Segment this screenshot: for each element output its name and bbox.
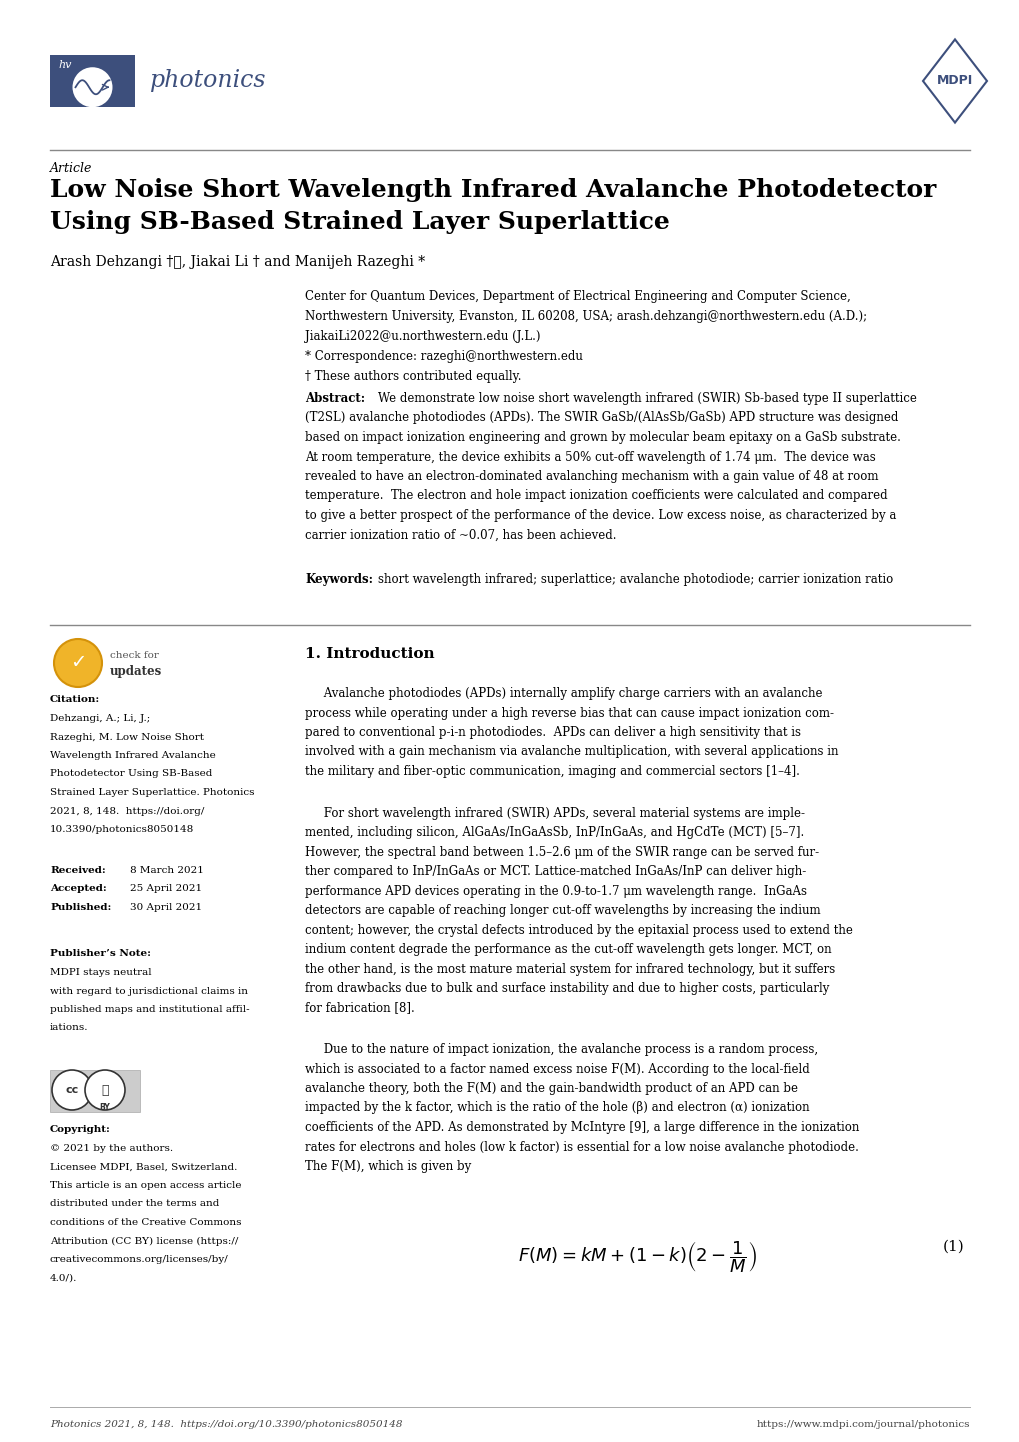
Text: content; however, the crystal defects introduced by the epitaxial process used t: content; however, the crystal defects in… <box>305 923 852 936</box>
Text: Center for Quantum Devices, Department of Electrical Engineering and Computer Sc: Center for Quantum Devices, Department o… <box>305 290 850 303</box>
Text: 10.3390/photonics8050148: 10.3390/photonics8050148 <box>50 825 194 833</box>
Text: ✓: ✓ <box>69 653 86 672</box>
Text: Abstract:: Abstract: <box>305 392 365 405</box>
Text: from drawbacks due to bulk and surface instability and due to higher costs, part: from drawbacks due to bulk and surface i… <box>305 982 828 995</box>
Text: to give a better prospect of the performance of the device. Low excess noise, as: to give a better prospect of the perform… <box>305 509 896 522</box>
Text: check for: check for <box>110 650 159 660</box>
Text: JiakaiLi2022@u.northwestern.edu (J.L.): JiakaiLi2022@u.northwestern.edu (J.L.) <box>305 330 540 343</box>
Text: We demonstrate low noise short wavelength infrared (SWIR) Sb-based type II super: We demonstrate low noise short wavelengt… <box>378 392 916 405</box>
Text: Photonics 2021, 8, 148.  https://doi.org/10.3390/photonics8050148: Photonics 2021, 8, 148. https://doi.org/… <box>50 1420 403 1429</box>
FancyBboxPatch shape <box>50 55 135 107</box>
Text: process while operating under a high reverse bias that can cause impact ionizati: process while operating under a high rev… <box>305 707 834 720</box>
Text: MDPI stays neutral: MDPI stays neutral <box>50 968 152 978</box>
Text: $F(M) = kM + (1 - k)\left(2 - \dfrac{1}{M}\right)$: $F(M) = kM + (1 - k)\left(2 - \dfrac{1}{… <box>518 1240 756 1275</box>
Text: published maps and institutional affil-: published maps and institutional affil- <box>50 1005 250 1014</box>
Text: short wavelength infrared; superlattice; avalanche photodiode; carrier ionizatio: short wavelength infrared; superlattice;… <box>378 572 893 585</box>
Text: Arash Dehzangi †Ⓞ, Jiakai Li † and Manijeh Razeghi *: Arash Dehzangi †Ⓞ, Jiakai Li † and Manij… <box>50 255 425 270</box>
Text: which is associated to a factor named excess noise F(M). According to the local-: which is associated to a factor named ex… <box>305 1063 809 1076</box>
Text: Publisher’s Note:: Publisher’s Note: <box>50 949 151 957</box>
Text: At room temperature, the device exhibits a 50% cut-off wavelength of 1.74 μm.  T: At room temperature, the device exhibits… <box>305 450 875 463</box>
Text: Low Noise Short Wavelength Infrared Avalanche Photodetector: Low Noise Short Wavelength Infrared Aval… <box>50 177 935 202</box>
Text: photonics: photonics <box>150 69 266 92</box>
Text: indium content degrade the performance as the cut-off wavelength gets longer. MC: indium content degrade the performance a… <box>305 943 830 956</box>
Text: impacted by the k factor, which is the ratio of the hole (β) and electron (α) io: impacted by the k factor, which is the r… <box>305 1102 809 1115</box>
Text: Ⓑ: Ⓑ <box>101 1083 109 1096</box>
Text: conditions of the Creative Commons: conditions of the Creative Commons <box>50 1218 242 1227</box>
Text: Attribution (CC BY) license (https://: Attribution (CC BY) license (https:// <box>50 1236 238 1246</box>
Text: Razeghi, M. Low Noise Short: Razeghi, M. Low Noise Short <box>50 733 204 741</box>
Circle shape <box>52 1070 92 1110</box>
Text: 4.0/).: 4.0/). <box>50 1273 77 1282</box>
Text: performance APD devices operating in the 0.9-to-1.7 μm wavelength range.  InGaAs: performance APD devices operating in the… <box>305 884 806 897</box>
Text: the other hand, is the most mature material system for infrared technology, but : the other hand, is the most mature mater… <box>305 962 835 975</box>
Text: Accepted:: Accepted: <box>50 884 107 893</box>
Text: (T2SL) avalanche photodiodes (APDs). The SWIR GaSb/(AlAsSb/GaSb) APD structure w: (T2SL) avalanche photodiodes (APDs). The… <box>305 411 898 424</box>
Text: Wavelength Infrared Avalanche: Wavelength Infrared Avalanche <box>50 751 216 760</box>
Text: mented, including silicon, AlGaAs/InGaAsSb, InP/InGaAs, and HgCdTe (MCT) [5–7].: mented, including silicon, AlGaAs/InGaAs… <box>305 826 803 839</box>
Text: Northwestern University, Evanston, IL 60208, USA; arash.dehzangi@northwestern.ed: Northwestern University, Evanston, IL 60… <box>305 310 866 323</box>
Text: © 2021 by the authors.: © 2021 by the authors. <box>50 1144 173 1154</box>
Text: iations.: iations. <box>50 1024 89 1032</box>
Text: Article: Article <box>50 162 93 174</box>
Text: (1): (1) <box>943 1240 964 1253</box>
Text: Citation:: Citation: <box>50 695 100 704</box>
FancyBboxPatch shape <box>50 1070 140 1112</box>
Circle shape <box>72 68 112 107</box>
Text: carrier ionization ratio of ~0.07, has been achieved.: carrier ionization ratio of ~0.07, has b… <box>305 529 615 542</box>
Text: This article is an open access article: This article is an open access article <box>50 1181 242 1190</box>
Text: avalanche theory, both the F(M) and the gain-bandwidth product of an APD can be: avalanche theory, both the F(M) and the … <box>305 1082 797 1094</box>
Text: 30 April 2021: 30 April 2021 <box>129 903 202 911</box>
Text: updates: updates <box>110 665 162 678</box>
Text: based on impact ionization engineering and grown by molecular beam epitaxy on a : based on impact ionization engineering a… <box>305 431 900 444</box>
Text: Received:: Received: <box>50 865 106 874</box>
Text: For short wavelength infrared (SWIR) APDs, several material systems are imple-: For short wavelength infrared (SWIR) APD… <box>305 806 804 819</box>
Text: temperature.  The electron and hole impact ionization coefficients were calculat: temperature. The electron and hole impac… <box>305 489 887 502</box>
Text: Photodetector Using SB-Based: Photodetector Using SB-Based <box>50 770 212 779</box>
Text: BY: BY <box>100 1103 110 1112</box>
Text: MDPI: MDPI <box>936 75 972 88</box>
Text: The F(M), which is given by: The F(M), which is given by <box>305 1159 471 1172</box>
Text: † These authors contributed equally.: † These authors contributed equally. <box>305 371 521 384</box>
Text: Copyright:: Copyright: <box>50 1125 111 1133</box>
Text: Dehzangi, A.; Li, J.;: Dehzangi, A.; Li, J.; <box>50 714 150 722</box>
Text: Avalanche photodiodes (APDs) internally amplify charge carriers with an avalanch: Avalanche photodiodes (APDs) internally … <box>305 686 821 699</box>
Text: However, the spectral band between 1.5–2.6 μm of the SWIR range can be served fu: However, the spectral band between 1.5–2… <box>305 845 818 858</box>
Text: 25 April 2021: 25 April 2021 <box>129 884 202 893</box>
Text: rates for electrons and holes (low k factor) is essential for a low noise avalan: rates for electrons and holes (low k fac… <box>305 1141 858 1154</box>
Text: distributed under the terms and: distributed under the terms and <box>50 1200 219 1208</box>
Circle shape <box>85 1070 125 1110</box>
Text: 1. Introduction: 1. Introduction <box>305 647 434 660</box>
Text: Published:: Published: <box>50 903 111 911</box>
Text: coefficients of the APD. As demonstrated by McIntyre [9], a large difference in : coefficients of the APD. As demonstrated… <box>305 1120 859 1133</box>
Text: for fabrication [8].: for fabrication [8]. <box>305 1002 415 1015</box>
Text: detectors are capable of reaching longer cut-off wavelengths by increasing the i: detectors are capable of reaching longer… <box>305 904 820 917</box>
Text: Licensee MDPI, Basel, Switzerland.: Licensee MDPI, Basel, Switzerland. <box>50 1162 237 1171</box>
Circle shape <box>54 639 102 686</box>
Text: ther compared to InP/InGaAs or MCT. Lattice-matched InGaAs/InP can deliver high-: ther compared to InP/InGaAs or MCT. Latt… <box>305 865 805 878</box>
Text: Strained Layer Superlattice. Photonics: Strained Layer Superlattice. Photonics <box>50 787 255 797</box>
Text: Keywords:: Keywords: <box>305 572 373 585</box>
Text: * Correspondence: razeghi@northwestern.edu: * Correspondence: razeghi@northwestern.e… <box>305 350 582 363</box>
Text: pared to conventional p-i-n photodiodes.  APDs can deliver a high sensitivity th: pared to conventional p-i-n photodiodes.… <box>305 725 800 738</box>
Text: Due to the nature of impact ionization, the avalanche process is a random proces: Due to the nature of impact ionization, … <box>305 1043 817 1056</box>
Text: with regard to jurisdictional claims in: with regard to jurisdictional claims in <box>50 986 248 995</box>
Text: Using SB-Based Strained Layer Superlattice: Using SB-Based Strained Layer Superlatti… <box>50 211 669 234</box>
Text: creativecommons.org/licenses/by/: creativecommons.org/licenses/by/ <box>50 1255 228 1265</box>
Text: involved with a gain mechanism via avalanche multiplication, with several applic: involved with a gain mechanism via avala… <box>305 746 838 758</box>
Text: 2021, 8, 148.  https://doi.org/: 2021, 8, 148. https://doi.org/ <box>50 806 204 816</box>
Text: revealed to have an electron-dominated avalanching mechanism with a gain value o: revealed to have an electron-dominated a… <box>305 470 877 483</box>
Text: 8 March 2021: 8 March 2021 <box>129 865 204 874</box>
Text: hv: hv <box>58 61 71 71</box>
Text: https://www.mdpi.com/journal/photonics: https://www.mdpi.com/journal/photonics <box>756 1420 969 1429</box>
Text: the military and fiber-optic communication, imaging and commercial sectors [1–4]: the military and fiber-optic communicati… <box>305 766 799 779</box>
Text: cc: cc <box>65 1084 78 1094</box>
